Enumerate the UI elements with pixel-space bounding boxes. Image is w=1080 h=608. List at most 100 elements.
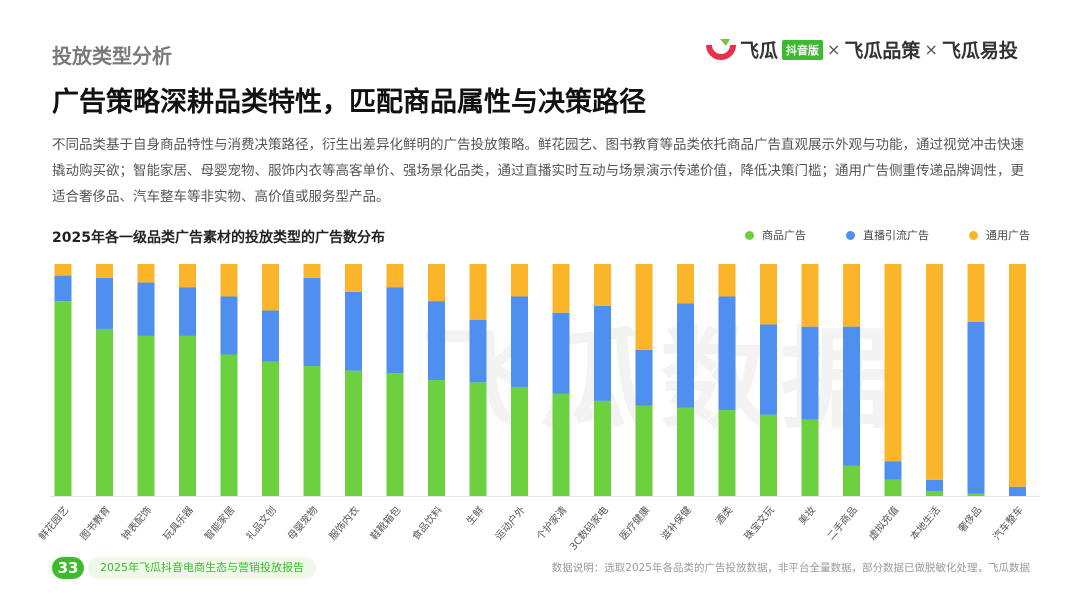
bar-segment-3	[635, 264, 653, 350]
x-tick-label: 美妆	[795, 504, 818, 528]
report-title: 2025年飞瓜抖音电商生态与营销投放报告	[88, 557, 316, 579]
x-tick-label: 鲜花园艺	[36, 504, 72, 543]
bar-segment-2	[303, 277, 321, 367]
bar-segment-2	[137, 282, 155, 336]
bar-segment-2	[511, 296, 528, 387]
description: 不同品类基于自身商品特性与消费决策路径，衍生出差异化鲜明的广告投放策略。鲜花园艺…	[52, 137, 1024, 205]
x-tick-label: 图书教育	[77, 504, 113, 543]
bar-segment-3	[137, 264, 155, 283]
x-tick-label: 滋补保健	[658, 504, 694, 543]
bar-segment-1	[552, 393, 570, 496]
page-headline: 广告策略深耕品类特性，匹配商品属性与决策路径	[52, 87, 646, 118]
bar-segment-2	[386, 287, 404, 374]
bar-segment-2	[594, 305, 611, 401]
bar-segment-2	[469, 319, 487, 383]
x-tick-label: 礼品文创	[243, 504, 279, 543]
bar-segment-2	[677, 303, 694, 408]
bar-segment-2	[760, 324, 777, 415]
x-tick-label: 本地生活	[907, 504, 943, 543]
bar-segment-2	[718, 296, 736, 411]
logo-sep: ×	[827, 40, 841, 59]
bar-segment-1	[54, 301, 72, 496]
bar-segment-1	[345, 370, 362, 496]
x-tick-label: 运动户外	[492, 504, 528, 543]
x-tick-label: 玩具乐器	[161, 504, 196, 542]
stacked-bar-chart: 鲜花园艺 图书教育 钟表配饰 玩具乐器 智能家居 礼品文创 母婴宠物 服饰内衣 鞋靴箱包 食品饮料…	[36, 264, 1040, 550]
bar-segment-3	[386, 264, 404, 288]
bar-segment-1	[386, 373, 404, 496]
bar-segment-3	[594, 264, 611, 306]
bar-segment-1	[718, 410, 736, 496]
bar-segment-1	[843, 465, 860, 496]
legend-item: 商品广告	[745, 227, 806, 243]
bar-segment-2	[96, 277, 113, 329]
bar-segment-3	[511, 264, 528, 297]
bar-segment-3	[262, 264, 279, 311]
x-tick-label: 服饰内衣	[326, 504, 362, 543]
bar-segment-3	[843, 264, 860, 327]
bar-segment-1	[179, 335, 196, 496]
bar-segment-2	[428, 301, 445, 380]
x-tick-label: 酒类	[712, 504, 735, 528]
bar-segment-2	[552, 312, 570, 394]
bar-segment-2	[801, 326, 819, 420]
section-title: 投放类型分析	[52, 44, 172, 68]
x-tick-label: 3C数码家电	[567, 504, 611, 550]
bar-segment-1	[511, 386, 528, 496]
logo-brand: 飞瓜	[740, 40, 779, 62]
x-tick-label: 虚拟充值	[866, 504, 902, 543]
bar-segment-3	[884, 264, 902, 462]
bar-segment-1	[884, 479, 902, 496]
bar-segment-1	[594, 400, 611, 496]
bar-segment-2	[843, 326, 860, 466]
bar-segment-2	[345, 291, 362, 371]
x-tick-label: 二手商品	[824, 504, 860, 543]
legend-item: 通用广告	[969, 227, 1030, 243]
bar-segment-1	[760, 414, 777, 496]
bar-segment-2	[1009, 486, 1026, 496]
bar-segment-2	[635, 349, 653, 406]
bar-segment-3	[677, 264, 694, 304]
chart-legend: 商品广告 直播引流广告 通用广告	[745, 227, 1030, 243]
bar-segment-3	[1009, 264, 1026, 487]
bar-segment-2	[884, 461, 902, 480]
bar-segment-1	[137, 335, 155, 496]
bar-segment-1	[967, 493, 985, 496]
bar-segment-1	[469, 382, 487, 496]
logo-sep: ×	[924, 40, 938, 59]
bar-segment-3	[345, 264, 362, 292]
bar-segment-3	[54, 264, 72, 276]
bar-segment-3	[469, 264, 487, 320]
bar-segment-1	[220, 354, 238, 496]
logo-yitou: 飞瓜易投	[941, 40, 1018, 62]
x-tick-label: 个护家清	[534, 504, 570, 543]
legend-item: 直播引流广告	[846, 227, 929, 243]
bar-segment-1	[303, 366, 321, 496]
logo-badge: 抖音版	[782, 39, 824, 60]
bar-segment-3	[179, 264, 196, 288]
bar-segment-3	[967, 264, 985, 322]
bar-segment-3	[428, 264, 445, 302]
bar-segment-3	[552, 264, 570, 313]
bar-segment-3	[926, 264, 943, 480]
bar-segment-1	[635, 405, 653, 496]
bar-segment-3	[718, 264, 736, 297]
x-tick-label: 珠宝文玩	[741, 504, 777, 543]
bar-segment-2	[220, 296, 238, 355]
x-tick-label: 智能家居	[202, 504, 238, 543]
logo-pince: 飞瓜品策	[844, 40, 921, 62]
x-tick-label: 生鲜	[463, 504, 486, 528]
bar-segment-2	[926, 479, 943, 492]
x-tick-label: 母婴宠物	[285, 504, 321, 543]
bar-segment-2	[54, 275, 72, 302]
x-tick-label: 鞋靴箱包	[368, 504, 404, 543]
bar-segment-1	[926, 491, 943, 496]
bar-segment-3	[220, 264, 238, 297]
x-tick-label: 医疗健康	[617, 504, 653, 543]
bar-segment-1	[677, 407, 694, 496]
bar-segment-3	[96, 264, 113, 278]
page-number: 33	[52, 557, 84, 579]
bar-segment-1	[428, 380, 445, 496]
bar-segment-1	[96, 328, 113, 496]
bar-segment-3	[303, 264, 321, 278]
